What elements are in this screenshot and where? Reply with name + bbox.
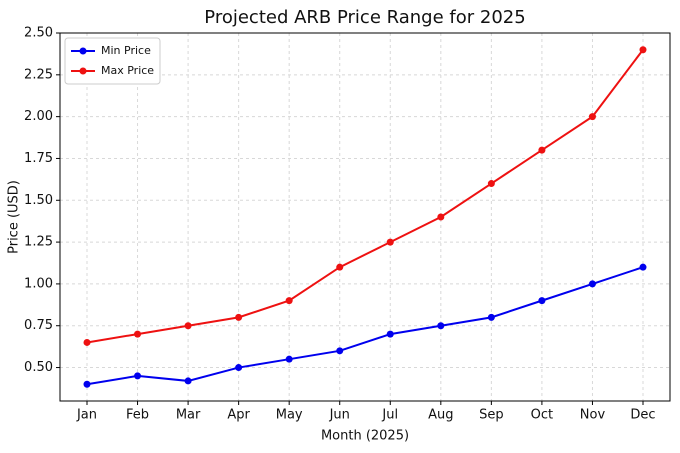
data-point: [386, 330, 394, 338]
data-point: [235, 364, 243, 372]
x-tick-label: Apr: [227, 408, 250, 423]
data-point: [639, 263, 647, 271]
y-tick-label: 2.25: [24, 67, 53, 82]
series-line: [86, 266, 644, 386]
data-point: [336, 347, 344, 355]
x-tick-label: Jan: [76, 408, 97, 423]
y-tick-label: 1.25: [24, 235, 53, 250]
x-tick-label: Nov: [580, 408, 606, 423]
plot-frame: [59, 32, 671, 402]
x-tick-label: May: [276, 408, 303, 423]
x-tick-label: Sep: [479, 408, 504, 423]
data-point: [235, 313, 243, 321]
data-point: [184, 377, 192, 385]
x-axis-label: Month (2025): [321, 429, 409, 444]
data-point: [134, 372, 142, 380]
data-point: [285, 355, 293, 363]
data-point: [184, 322, 192, 330]
data-point: [639, 46, 647, 54]
data-point: [538, 146, 546, 154]
data-point: [588, 113, 596, 121]
x-tick-label: Feb: [126, 408, 149, 423]
data-point: [83, 380, 91, 388]
data-point: [538, 297, 546, 305]
y-tick-label: 1.75: [24, 151, 53, 166]
x-tick-label: Jun: [329, 408, 350, 423]
data-point: [83, 338, 91, 346]
y-tick-label: 2.50: [24, 26, 53, 41]
data-point: [386, 238, 394, 246]
data-point: [285, 297, 293, 305]
data-point: [588, 280, 596, 288]
x-tick-label: Aug: [428, 408, 453, 423]
data-point: [336, 263, 344, 271]
data-point: [437, 322, 445, 330]
data-point: [134, 330, 142, 338]
legend-label: Max Price: [101, 64, 154, 77]
y-tick-label: 0.75: [24, 318, 53, 333]
data-point: [487, 180, 495, 188]
data-point: [487, 313, 495, 321]
series-line: [86, 49, 644, 344]
chart-title: Projected ARB Price Range for 2025: [204, 7, 525, 28]
y-tick-label: 2.00: [24, 109, 53, 124]
legend-box: [64, 37, 161, 85]
x-tick-label: Dec: [630, 408, 655, 423]
x-tick-label: Oct: [531, 408, 553, 423]
legend-marker: [79, 67, 87, 75]
legend-marker: [79, 47, 87, 55]
x-tick-label: Jul: [381, 408, 398, 423]
y-tick-label: 0.50: [24, 360, 53, 375]
x-tick-label: Mar: [176, 408, 201, 423]
legend-label: Min Price: [101, 44, 151, 57]
y-tick-label: 1.50: [24, 193, 53, 208]
y-tick-label: 1.00: [24, 276, 53, 291]
y-axis-label: Price (USD): [7, 180, 22, 254]
data-point: [437, 213, 445, 221]
